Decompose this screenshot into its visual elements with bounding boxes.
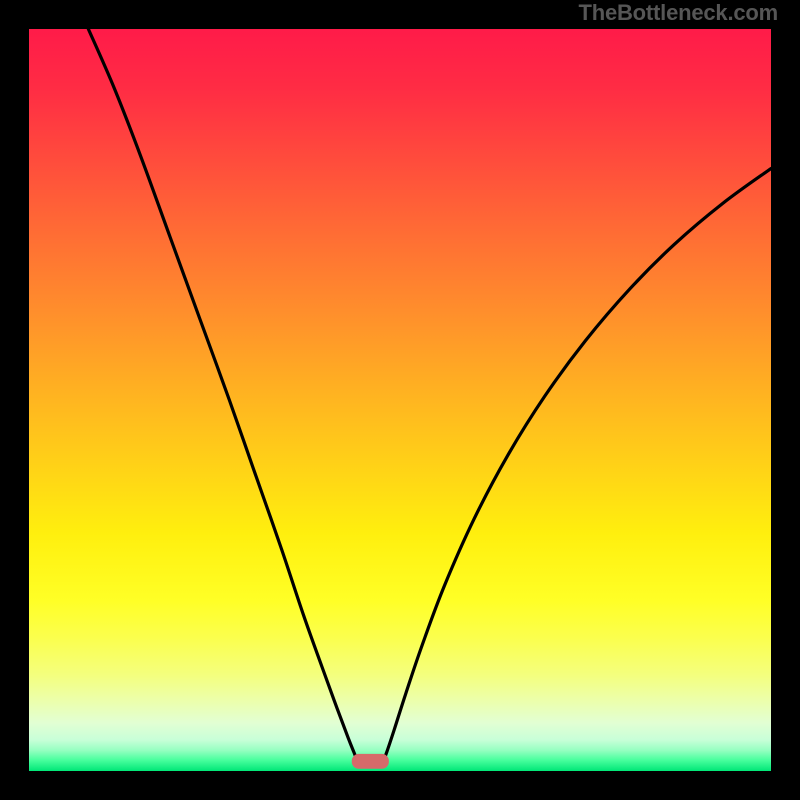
gradient-background — [29, 29, 771, 771]
bottleneck-marker — [352, 754, 389, 769]
bottleneck-chart — [29, 29, 771, 771]
chart-container: TheBottleneck.com — [0, 0, 800, 800]
watermark-text: TheBottleneck.com — [578, 0, 778, 26]
